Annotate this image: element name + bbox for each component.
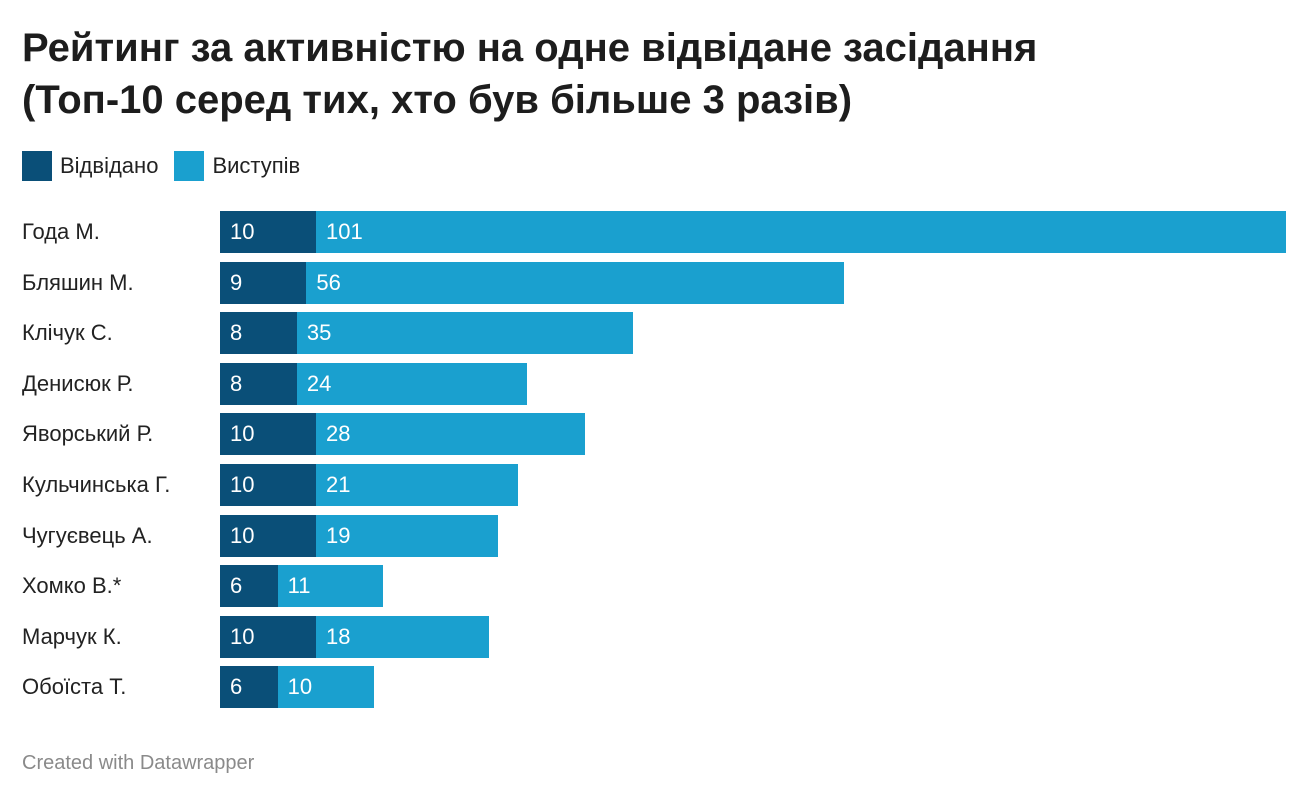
legend-item-visited: Відвідано [22, 151, 158, 181]
value-label-speeches: 101 [326, 219, 363, 244]
bar-speeches [316, 514, 499, 557]
bar-visited [220, 362, 297, 405]
bar-visited [220, 514, 317, 557]
bar-speeches [316, 615, 489, 658]
legend-item-speeches: Виступів [174, 151, 300, 181]
legend-label-speeches: Виступів [212, 153, 301, 178]
value-label-speeches: 21 [326, 472, 351, 497]
bar-speeches [316, 464, 518, 506]
bar-speeches [277, 565, 384, 608]
row-label: Кульчинська Г. [22, 472, 171, 497]
legend-swatch-speeches [174, 151, 205, 181]
value-label-visited: 10 [230, 522, 255, 548]
row-label: Яворський Р. [22, 421, 154, 447]
row-label: Года М. [22, 219, 100, 244]
value-label-visited: 10 [230, 421, 255, 447]
value-label-speeches: 11 [287, 573, 311, 599]
bar-speeches [316, 211, 1286, 253]
bar-speeches [306, 261, 845, 304]
value-label-speeches: 18 [326, 623, 351, 649]
value-label-speeches: 56 [316, 269, 341, 295]
bar-visited [220, 666, 278, 709]
legend: Відвідано Виступів [22, 150, 300, 182]
bar-speeches [296, 312, 633, 355]
row-label: Денисюк Р. [22, 370, 134, 396]
bar-speeches [316, 413, 585, 456]
bar-visited [220, 615, 317, 658]
value-label-visited: 10 [230, 472, 255, 497]
chart-title-line2: (Топ-10 серед тих, хто був більше 3 разі… [22, 78, 853, 122]
value-label-speeches: 28 [326, 421, 351, 447]
row-label: Клічук С. [22, 320, 113, 346]
value-label-visited: 10 [230, 219, 255, 244]
bar-visited [220, 261, 307, 304]
bar-visited [220, 312, 297, 355]
value-label-visited: 6 [230, 573, 243, 599]
bar-visited [220, 413, 317, 456]
row-label: Хомко В.* [22, 573, 122, 599]
bar-visited [220, 464, 317, 506]
row-label: Обоїста Т. [22, 674, 127, 700]
value-label-speeches: 35 [306, 320, 332, 346]
row-label: Бляшин М. [22, 269, 134, 295]
value-label-speeches: 10 [287, 674, 313, 700]
bar-speeches [296, 362, 528, 405]
value-label-speeches: 24 [306, 370, 332, 396]
value-label-visited: 8 [230, 320, 243, 346]
chart-title-line1: Рейтинг за активністю на одне відвідане … [22, 26, 1038, 70]
value-label-visited: 10 [230, 623, 255, 649]
chart-title: Рейтинг за активністю на одне відвідане … [22, 22, 1282, 126]
row-label: Чугуєвець А. [22, 522, 153, 548]
value-label-visited: 6 [230, 674, 243, 700]
bar-speeches [277, 666, 374, 709]
legend-swatch-visited [22, 151, 52, 181]
footer-credit: Created with Datawrapper [22, 752, 255, 774]
legend-label-visited: Відвідано [60, 153, 159, 178]
value-label-visited: 9 [230, 269, 243, 295]
value-label-visited: 8 [230, 370, 243, 396]
bar-visited [220, 565, 278, 608]
bar-visited [220, 211, 317, 253]
row-label: Марчук К. [22, 623, 122, 649]
value-label-speeches: 19 [326, 522, 351, 548]
